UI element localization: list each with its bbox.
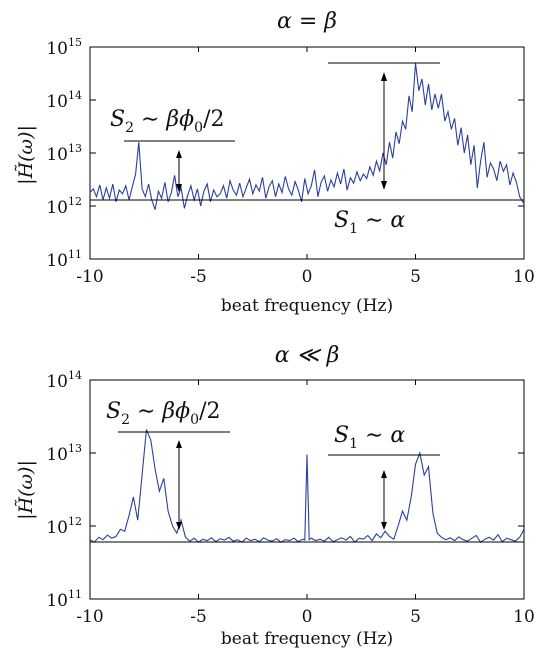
top-xlabel: beat frequency (Hz) <box>221 296 393 316</box>
top-plot-frame <box>89 46 525 260</box>
top-s2-annotation: S2 ∼ βϕ0/2 <box>110 107 224 136</box>
bottom-xtick-label-5: 5 <box>410 607 421 627</box>
top-xtick-label-10: 10 <box>513 267 535 287</box>
bottom-ytick-label-14: 1014 <box>46 369 82 392</box>
bottom-axis-ticks <box>89 379 525 600</box>
bottom-s2-annotation: S2 ∼ βϕ0/2 <box>106 399 220 428</box>
top-series-line <box>89 62 525 210</box>
bottom-ytick-label-13: 1013 <box>46 442 82 465</box>
top-s2-arrow <box>176 150 182 192</box>
bottom-ytick-labels: 1014 1013 1012 1011 <box>46 369 82 611</box>
top-ytick-label-12: 1012 <box>46 195 82 218</box>
bottom-xlabel: beat frequency (Hz) <box>221 629 393 649</box>
bottom-xtick-label-neg10: -10 <box>76 607 103 627</box>
top-ytick-label-15: 1015 <box>46 36 82 59</box>
bottom-title: α ≪ β <box>275 343 340 368</box>
top-axis-ticks <box>89 46 525 260</box>
top-ytick-label-13: 1013 <box>46 142 82 165</box>
top-xtick-label-5: 5 <box>410 267 421 287</box>
bottom-s2-arrow <box>176 440 182 530</box>
top-ytick-labels: 1015 1014 1013 1012 1011 <box>46 36 82 271</box>
top-ylabel: |H̃(ω)| <box>15 125 37 185</box>
top-panel: α = β 1015 1014 1013 1012 1011 |H̃(ω)| -… <box>15 9 535 316</box>
bottom-xtick-label-0: 0 <box>302 607 313 627</box>
bottom-panel: α ≪ β 1014 1013 1012 1011 |H̃(ω)| -10 -5… <box>15 343 535 649</box>
top-xtick-labels: -10 -5 0 5 10 <box>76 267 535 287</box>
top-ytick-label-14: 1014 <box>46 89 82 112</box>
bottom-xtick-label-10: 10 <box>513 607 535 627</box>
bottom-xtick-label-neg5: -5 <box>190 607 207 627</box>
bottom-ytick-label-12: 1012 <box>46 515 82 538</box>
top-xtick-label-neg10: -10 <box>76 267 103 287</box>
top-s1-arrow <box>381 72 387 190</box>
bottom-xtick-labels: -10 -5 0 5 10 <box>76 607 535 627</box>
bottom-ytick-label-11: 1011 <box>46 588 82 611</box>
top-xtick-label-neg5: -5 <box>190 267 207 287</box>
bottom-s1-arrow <box>381 470 387 530</box>
bottom-ylabel: |H̃(ω)| <box>15 460 37 520</box>
top-xtick-label-0: 0 <box>302 267 313 287</box>
top-title: α = β <box>277 9 337 34</box>
bottom-series-line <box>89 429 525 544</box>
top-ytick-label-11: 1011 <box>46 248 82 271</box>
bottom-s1-annotation: S1 ∼ α <box>334 423 405 452</box>
top-s1-annotation: S1 ∼ α <box>334 208 405 237</box>
